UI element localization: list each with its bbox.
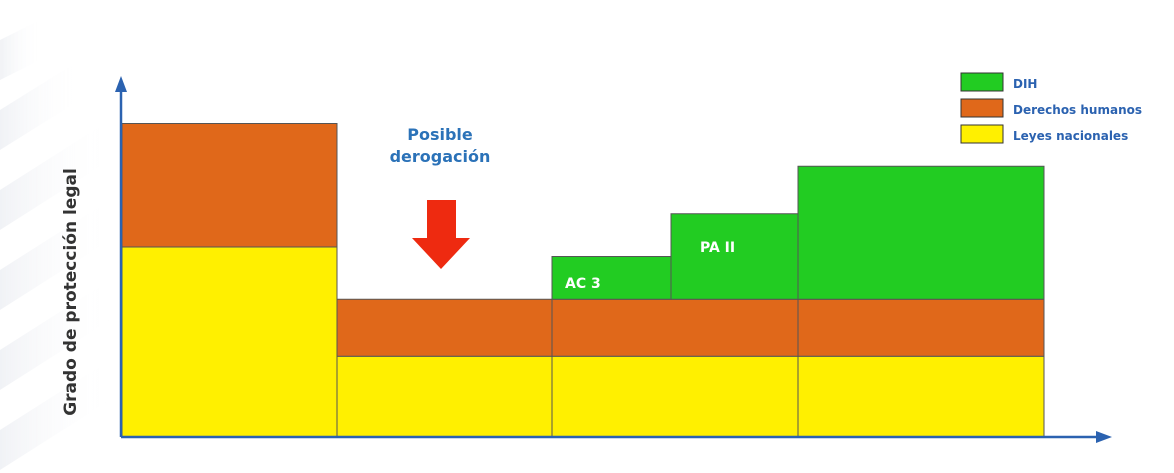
label-pa2: PA II	[700, 240, 735, 256]
bar-period-2-derechos-humanos	[336, 298, 553, 357]
label-ac3: AC 3	[565, 276, 601, 292]
legend-swatch-leyes-nacionales	[960, 124, 1004, 144]
bar-period-4-dih	[797, 165, 1045, 300]
legend-label-dih: DIH	[1013, 77, 1037, 91]
y-axis-arrow-icon	[115, 76, 127, 92]
legend-swatch-derechos-humanos	[960, 98, 1004, 118]
legend-label-derechos-humanos: Derechos humanos	[1013, 103, 1142, 117]
annotation-line1: Posible	[407, 125, 473, 144]
down-arrow-icon	[412, 200, 470, 269]
legend: DIH Derechos humanos Leyes nacionales	[960, 72, 1142, 144]
bars-group	[121, 123, 1045, 438]
bar-period-1-derechos-humanos	[121, 123, 338, 248]
bar-period-4-derechos-humanos	[797, 298, 1045, 357]
bar-period-3-dih-ac3	[551, 256, 672, 300]
legend-label-leyes-nacionales: Leyes nacionales	[1013, 129, 1128, 143]
y-axis-label: Grado de protección legal	[61, 168, 81, 416]
annotation-line2: derogación	[390, 147, 491, 166]
bar-period-3-leyes-nacionales	[551, 355, 799, 438]
bar-period-3-derechos-humanos	[551, 298, 799, 357]
bar-period-3-dih-pa2	[670, 213, 799, 300]
background-stripes	[0, 20, 110, 470]
bar-period-4-leyes-nacionales	[797, 355, 1045, 438]
x-axis-arrow-icon	[1096, 431, 1112, 443]
legend-swatch-dih	[960, 72, 1004, 92]
bar-period-2-leyes-nacionales	[336, 355, 553, 438]
bar-period-1-leyes-nacionales	[121, 246, 338, 438]
